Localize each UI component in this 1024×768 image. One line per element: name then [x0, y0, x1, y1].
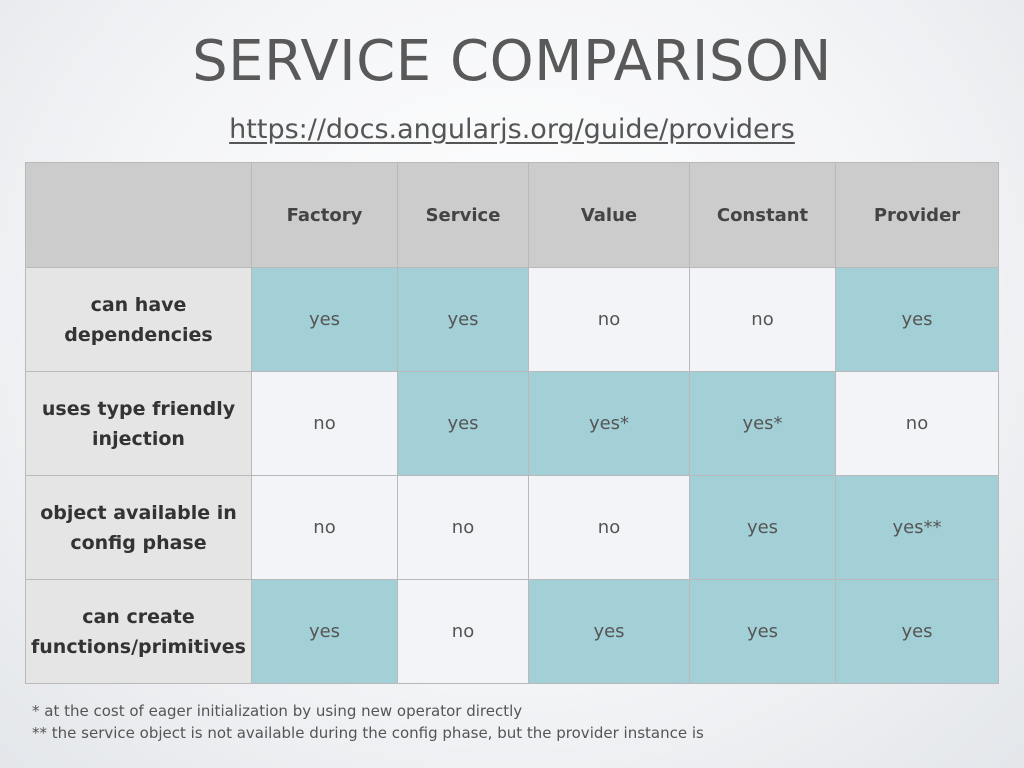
row-header: object available in config phase — [25, 475, 252, 580]
table-cell: yes — [835, 579, 999, 684]
corner-cell — [25, 162, 252, 268]
table-row: object available in config phase no no n… — [25, 475, 999, 580]
table-cell: yes — [689, 579, 836, 684]
table-cell: yes — [528, 579, 690, 684]
slide-title: SERVICE COMPARISON — [192, 29, 832, 94]
column-header-value: Value — [528, 162, 690, 268]
comparison-table: Factory Service Value Constant Provider … — [25, 162, 999, 684]
table-cell: no — [251, 371, 398, 476]
table-cell: yes* — [528, 371, 690, 476]
table-row: can create functions/primitives yes no y… — [25, 579, 999, 684]
table-row: uses type friendly injection no yes yes*… — [25, 371, 999, 476]
table-cell: no — [835, 371, 999, 476]
table-cell: yes** — [835, 475, 999, 580]
table-cell: yes — [251, 267, 398, 372]
header-row: Factory Service Value Constant Provider — [25, 162, 999, 268]
providers-doc-link[interactable]: https://docs.angularjs.org/guide/provide… — [229, 114, 795, 145]
table-cell: no — [689, 267, 836, 372]
footnote-double-star: ** the service object is not available d… — [32, 724, 704, 742]
table-cell: no — [528, 267, 690, 372]
column-header-provider: Provider — [835, 162, 999, 268]
table-cell: no — [528, 475, 690, 580]
table-cell: no — [397, 475, 529, 580]
column-header-constant: Constant — [689, 162, 836, 268]
table-cell: no — [397, 579, 529, 684]
row-header: can have dependencies — [25, 267, 252, 372]
table-cell: yes — [689, 475, 836, 580]
table-cell: yes — [397, 267, 529, 372]
table-cell: no — [251, 475, 398, 580]
footnote-single-star: * at the cost of eager initialization by… — [32, 702, 523, 720]
column-header-factory: Factory — [251, 162, 398, 268]
table-row: can have dependencies yes yes no no yes — [25, 267, 999, 372]
table-cell: yes — [251, 579, 398, 684]
table-cell: yes* — [689, 371, 836, 476]
column-header-service: Service — [397, 162, 529, 268]
table-cell: yes — [835, 267, 999, 372]
row-header: uses type friendly injection — [25, 371, 252, 476]
footnotes: * at the cost of eager initialization by… — [32, 700, 992, 744]
table-cell: yes — [397, 371, 529, 476]
row-header: can create functions/primitives — [25, 579, 252, 684]
